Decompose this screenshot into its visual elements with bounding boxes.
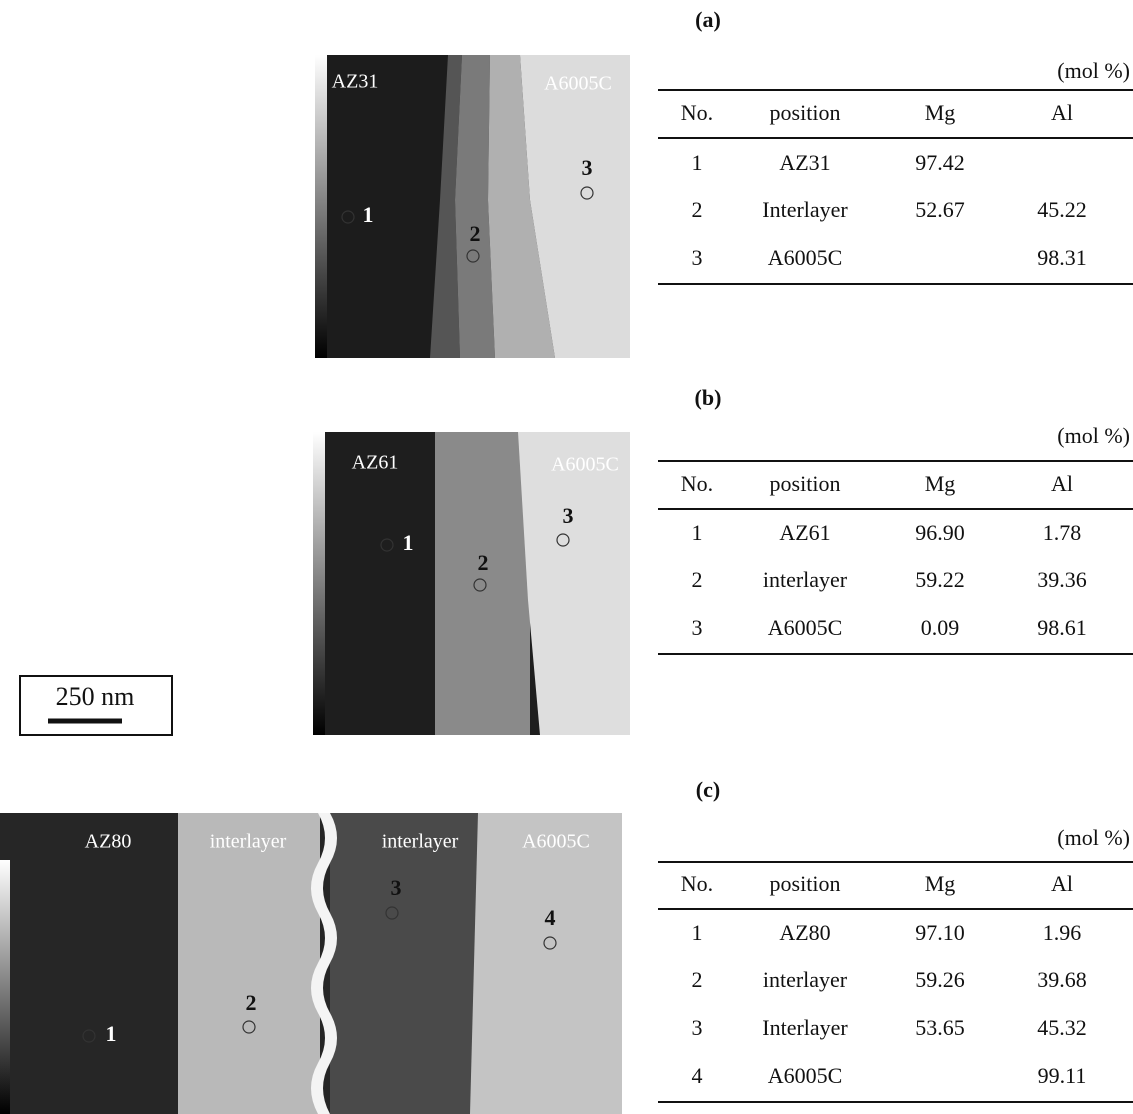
table-cell: 45.32	[1037, 1015, 1087, 1040]
image-label: AZ61	[352, 452, 399, 474]
table-cell: 98.31	[1037, 245, 1087, 270]
table-cell: 2	[692, 967, 703, 992]
table-cell: 1	[692, 920, 703, 945]
unit-label: (mol %)	[1057, 423, 1130, 448]
table-cell: 0.09	[921, 615, 960, 640]
table-cell: 99.11	[1038, 1063, 1087, 1088]
table-cell: 4	[692, 1063, 703, 1088]
table-cell: A6005C	[768, 615, 843, 640]
table-header: position	[770, 471, 841, 496]
table-cell: 45.22	[1037, 197, 1087, 222]
table-header: Mg	[925, 471, 956, 496]
point-label: 2	[246, 990, 257, 1015]
table-cell: 53.65	[915, 1015, 965, 1040]
table-header: No.	[681, 871, 713, 896]
table-cell: 3	[692, 245, 703, 270]
unit-label: (mol %)	[1057, 825, 1130, 850]
scale-bar-label: 250 nm	[56, 682, 135, 711]
table-cell: 39.36	[1037, 567, 1087, 592]
image-label: AZ31	[332, 71, 379, 93]
micrograph-b	[313, 432, 630, 735]
table-cell: 59.26	[915, 967, 965, 992]
unit-label: (mol %)	[1057, 58, 1130, 83]
image-label: A6005C	[544, 73, 612, 95]
image-label: AZ80	[85, 831, 132, 853]
table-header: No.	[681, 471, 713, 496]
table-cell: 2	[692, 197, 703, 222]
panel-label: (c)	[696, 777, 720, 802]
table-cell: AZ31	[779, 150, 830, 175]
panel-label: (a)	[695, 7, 721, 32]
image-label: interlayer	[382, 831, 459, 853]
image-label: A6005C	[551, 454, 619, 476]
table-cell: 1.96	[1043, 920, 1082, 945]
table-header: Mg	[925, 100, 956, 125]
table-cell: 39.68	[1037, 967, 1087, 992]
table-header: Al	[1051, 471, 1073, 496]
table-cell: 59.22	[915, 567, 965, 592]
point-label: 2	[478, 550, 489, 575]
table-header: No.	[681, 100, 713, 125]
point-label: 3	[582, 155, 593, 180]
table-cell: 3	[692, 1015, 703, 1040]
point-label: 4	[545, 905, 556, 930]
table-cell: 97.10	[915, 920, 965, 945]
table-cell: 1	[692, 150, 703, 175]
table-header: position	[770, 871, 841, 896]
panel-label: (b)	[695, 385, 722, 410]
table-cell: interlayer	[763, 967, 848, 992]
table-cell: 2	[692, 567, 703, 592]
table-cell: 98.61	[1037, 615, 1087, 640]
table-cell: AZ80	[779, 920, 830, 945]
table-cell: interlayer	[763, 567, 848, 592]
image-label: A6005C	[522, 831, 590, 853]
point-label: 1	[106, 1021, 117, 1046]
table-header: Al	[1051, 871, 1073, 896]
table-cell: 97.42	[915, 150, 965, 175]
table-cell: 52.67	[915, 197, 965, 222]
table-cell: Interlayer	[762, 197, 848, 222]
micrograph-c	[0, 813, 622, 1114]
point-label: 3	[563, 503, 574, 528]
table-header: position	[770, 100, 841, 125]
figure: 250 nm (a) (mol %) No. position Mg Al 1 AZ31 97.…	[0, 0, 1133, 1114]
table-cell: A6005C	[768, 1063, 843, 1088]
point-label: 1	[363, 202, 374, 227]
point-label: 3	[391, 875, 402, 900]
table-header: Mg	[925, 871, 956, 896]
table-cell: 1	[692, 520, 703, 545]
table-cell: AZ61	[779, 520, 830, 545]
table-cell: A6005C	[768, 245, 843, 270]
table-header: Al	[1051, 100, 1073, 125]
table-cell: 96.90	[915, 520, 965, 545]
table-cell: 3	[692, 615, 703, 640]
table-cell: Interlayer	[762, 1015, 848, 1040]
point-label: 2	[470, 221, 481, 246]
table-cell: 1.78	[1043, 520, 1082, 545]
point-label: 1	[403, 530, 414, 555]
image-label: interlayer	[210, 831, 287, 853]
